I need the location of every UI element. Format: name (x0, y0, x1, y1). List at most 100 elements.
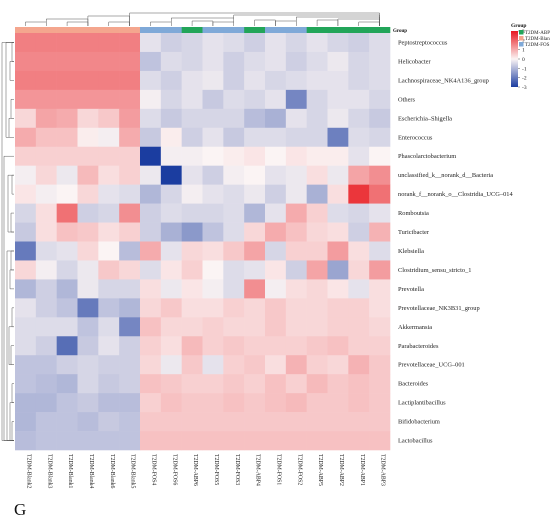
color-scale-tick: 1 (522, 48, 525, 54)
heatmap-cell (160, 317, 182, 337)
heatmap-cell (181, 260, 203, 280)
heatmap-cell (56, 70, 78, 91)
heatmap-cell (327, 203, 349, 223)
heatmap-cell (77, 279, 99, 299)
heatmap-cell (56, 393, 78, 413)
heatmap-cell (348, 33, 370, 53)
dendrogram-branch (10, 99, 14, 119)
heatmap-cell (327, 222, 349, 242)
row-label: norank_f__norank_o__Clostridia_UCG–014 (398, 191, 513, 198)
heatmap-cell (306, 260, 328, 280)
heatmap-cell (369, 317, 391, 337)
heatmap-cell (244, 431, 266, 451)
heatmap-cell (56, 203, 78, 223)
heatmap-cell (35, 279, 57, 299)
heatmap-cell (140, 165, 162, 185)
group-row-label: Group (393, 29, 407, 34)
heatmap-cell (77, 431, 99, 451)
heatmap-cell (348, 241, 370, 261)
heatmap-cell (369, 355, 391, 375)
heatmap-cell (285, 279, 307, 299)
heatmap-cell (181, 412, 203, 432)
heatmap-cell (265, 374, 287, 394)
heatmap-cell (202, 51, 224, 72)
dendrogram-branch (11, 42, 14, 62)
group-bar-cell (119, 27, 141, 33)
heatmap-cell (181, 298, 203, 318)
group-bar-cell (202, 27, 224, 33)
heatmap-cell (244, 165, 266, 185)
heatmap-cell (15, 393, 37, 413)
heatmap-cell (369, 70, 391, 91)
heatmap-cell (244, 184, 266, 204)
heatmap-cell (56, 146, 78, 166)
heatmap-cell (348, 260, 370, 280)
dendrogram-branch (11, 174, 14, 195)
dendrogram-branch (275, 20, 297, 26)
dendrogram-branch (66, 21, 89, 26)
heatmap-cell (56, 222, 78, 242)
heatmap-cell (119, 298, 141, 318)
heatmap-cell (15, 298, 37, 318)
row-label: Lactobacillus (398, 438, 433, 445)
heatmap-cell (140, 431, 162, 451)
heatmap-cell (15, 241, 37, 261)
color-scale-tick: -2 (522, 76, 527, 82)
heatmap-cell (223, 298, 245, 318)
heatmap-cell (223, 127, 245, 148)
column-label: T2DM-FOS3 (234, 454, 240, 485)
heatmap-cell (244, 336, 266, 356)
heatmap-cell (306, 165, 328, 185)
heatmap-cell (98, 241, 120, 261)
column-label: T2DM-ABP4 (255, 454, 261, 486)
heatmap-cell (160, 431, 182, 451)
heatmap-cell (140, 298, 162, 318)
heatmap-cell (119, 146, 141, 166)
heatmap-cell (348, 336, 370, 356)
heatmap-cell (181, 241, 203, 261)
heatmap-cell (56, 431, 78, 451)
dendrogram-branch (10, 250, 14, 271)
heatmap-cell (348, 184, 370, 204)
group-legend-title: Group (511, 23, 527, 29)
heatmap-cell (202, 279, 224, 299)
heatmap-cell (98, 260, 120, 280)
group-bar-cell (56, 27, 78, 33)
heatmap-cell (202, 260, 224, 280)
group-bar-cell (181, 27, 203, 33)
column-label: T2DM-Blank1 (67, 454, 73, 489)
color-scale-tick: 0 (522, 57, 525, 63)
dendrogram-branch (9, 61, 14, 81)
heatmap-cell (369, 165, 391, 185)
heatmap-cell (77, 412, 99, 432)
heatmap-cell (285, 412, 307, 432)
heatmap-cell (285, 70, 307, 91)
column-label: T2DM-Blank3 (46, 454, 52, 489)
heatmap-cell (223, 184, 245, 204)
heatmap-cell (285, 393, 307, 413)
heatmap-cell (181, 203, 203, 223)
heatmap-cell (77, 165, 99, 185)
column-label: T2DM-FOS4 (150, 454, 156, 485)
heatmap-cell (119, 355, 141, 375)
heatmap-cell (140, 355, 162, 375)
row-label: Prevotellaceae_UCG–001 (398, 362, 465, 369)
heatmap-cell (15, 431, 37, 451)
heatmap-cell (244, 203, 266, 223)
heatmap-cell (98, 33, 120, 53)
heatmap-cell (98, 89, 120, 110)
heatmap-cell (223, 33, 245, 53)
heatmap-cell (160, 108, 182, 129)
heatmap-cell (35, 374, 57, 394)
heatmap-cell (35, 393, 57, 413)
column-label: T2DM-ABP1 (359, 454, 365, 486)
heatmap-cell (265, 298, 287, 318)
column-label: T2DM-Blank5 (130, 454, 136, 489)
heatmap-cell (160, 260, 182, 280)
heatmap-cell (327, 355, 349, 375)
heatmap-cell (15, 127, 37, 148)
heatmap-cell (119, 51, 141, 72)
heatmap-cell (369, 51, 391, 72)
heatmap-cell (348, 89, 370, 110)
heatmap-cell (119, 431, 141, 451)
